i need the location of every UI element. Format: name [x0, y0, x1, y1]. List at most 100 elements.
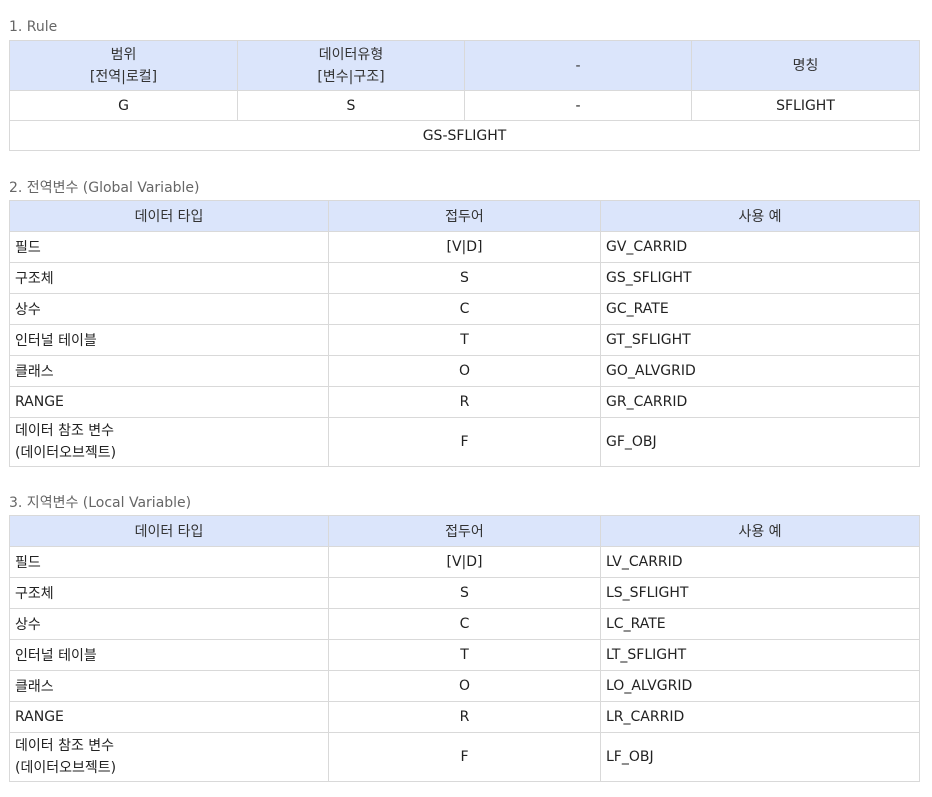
cell-data-type-line1: RANGE [15, 394, 64, 410]
table-row: 인터널 테이블 T LT_SFLIGHT [9, 639, 920, 671]
cell-example: LO_ALVGRID [600, 670, 920, 702]
table-row: 데이터 참조 변수 (데이터오브젝트) F GF_OBJ [9, 417, 920, 467]
cell-example: GO_ALVGRID [600, 355, 920, 387]
rule-header-dash: - [464, 40, 692, 91]
section-title-local: 3. 지역변수 (Local Variable) [9, 495, 192, 511]
cell-data-type-line1: 클래스 [15, 364, 54, 380]
cell-example: LV_CARRID [600, 546, 920, 578]
rule-header-row: 범위 [전역|로컬] 데이터유형 [변수|구조] - 명칭 [9, 40, 920, 91]
rule-header-datatype-line2: [변수|구조] [317, 68, 385, 85]
local-variable-table: 데이터 타입 접두어 사용 예 필드 [V|D] LV_CARRID 구조체 S LS_S… [9, 515, 920, 782]
cell-prefix: F [328, 417, 601, 467]
cell-example: GR_CARRID [600, 386, 920, 418]
cell-example: GC_RATE [600, 293, 920, 325]
table-row: 클래스 O LO_ALVGRID [9, 670, 920, 702]
rule-header-scope-line2: [전역|로컬] [89, 68, 158, 85]
cell-prefix: T [328, 639, 601, 671]
table-row: 구조체 S GS_SFLIGHT [9, 262, 920, 294]
rule-header-scope-line1: 범위 [110, 46, 137, 63]
table-row: 상수 C GC_RATE [9, 293, 920, 325]
table-row: 구조체 S LS_SFLIGHT [9, 577, 920, 609]
cell-prefix: O [328, 670, 601, 702]
cell-data-type: 데이터 참조 변수 (데이터오브젝트) [9, 417, 329, 467]
cell-example: LR_CARRID [600, 701, 920, 733]
rule-example-cell: GS-SFLIGHT [9, 120, 920, 151]
cell-example: GV_CARRID [600, 231, 920, 263]
rule-header-datatype: 데이터유형 [변수|구조] [237, 40, 465, 91]
cell-data-type: RANGE [9, 386, 329, 418]
cell-prefix: C [328, 293, 601, 325]
cell-data-type: 클래스 [9, 670, 329, 702]
cell-data-type: 필드 [9, 546, 329, 578]
cell-data-type: 인터널 테이블 [9, 324, 329, 356]
cell-data-type-line2: (데이터오브젝트) [15, 760, 117, 776]
cell-prefix: [V|D] [328, 231, 601, 263]
cell-data-type-line1: 상수 [15, 617, 41, 633]
rule-header-datatype-line1: 데이터유형 [318, 46, 384, 63]
cell-example: GS_SFLIGHT [600, 262, 920, 294]
global-header-prefix: 접두어 [328, 200, 601, 232]
cell-prefix: R [328, 386, 601, 418]
cell-data-type-line1: RANGE [15, 709, 64, 725]
cell-data-type-line1: 필드 [15, 240, 41, 256]
cell-data-type: 클래스 [9, 355, 329, 387]
local-header-example: 사용 예 [600, 515, 920, 547]
global-header-type: 데이터 타입 [9, 200, 329, 232]
rule-cell-datatype: S [237, 90, 465, 121]
rule-example-row: GS-SFLIGHT [9, 120, 920, 151]
cell-data-type: 구조체 [9, 577, 329, 609]
cell-data-type-line1: 구조체 [15, 586, 54, 602]
cell-prefix: R [328, 701, 601, 733]
rule-cell-dash: - [464, 90, 692, 121]
cell-data-type-line1: 인터널 테이블 [15, 333, 97, 349]
table-row: 인터널 테이블 T GT_SFLIGHT [9, 324, 920, 356]
table-row: 상수 C LC_RATE [9, 608, 920, 640]
cell-data-type: RANGE [9, 701, 329, 733]
cell-prefix: [V|D] [328, 546, 601, 578]
cell-data-type: 인터널 테이블 [9, 639, 329, 671]
table-row: 필드 [V|D] LV_CARRID [9, 546, 920, 578]
cell-example: LT_SFLIGHT [600, 639, 920, 671]
cell-prefix: O [328, 355, 601, 387]
rule-cell-name: SFLIGHT [691, 90, 920, 121]
table-row: 클래스 O GO_ALVGRID [9, 355, 920, 387]
rule-table: 범위 [전역|로컬] 데이터유형 [변수|구조] - 명칭 G S - SFLI… [9, 40, 920, 151]
cell-prefix: C [328, 608, 601, 640]
rule-header-name: 명칭 [691, 40, 920, 91]
rule-cell-scope: G [9, 90, 238, 121]
cell-example: LC_RATE [600, 608, 920, 640]
cell-data-type-line2: (데이터오브젝트) [15, 445, 117, 461]
cell-data-type-line1: 클래스 [15, 679, 54, 695]
table-row: RANGE R GR_CARRID [9, 386, 920, 418]
cell-example: LF_OBJ [600, 732, 920, 782]
cell-data-type-line1: 상수 [15, 302, 41, 318]
cell-data-type: 상수 [9, 293, 329, 325]
cell-example: LS_SFLIGHT [600, 577, 920, 609]
cell-prefix: S [328, 577, 601, 609]
cell-example: GT_SFLIGHT [600, 324, 920, 356]
section-title-rule: 1. Rule [9, 19, 58, 35]
cell-data-type: 데이터 참조 변수 (데이터오브젝트) [9, 732, 329, 782]
table-row: RANGE R LR_CARRID [9, 701, 920, 733]
rule-header-scope: 범위 [전역|로컬] [9, 40, 238, 91]
table-row: 필드 [V|D] GV_CARRID [9, 231, 920, 263]
local-header-prefix: 접두어 [328, 515, 601, 547]
section-title-global: 2. 전역변수 (Global Variable) [9, 180, 200, 196]
cell-data-type: 상수 [9, 608, 329, 640]
cell-data-type: 필드 [9, 231, 329, 263]
cell-data-type-line1: 필드 [15, 555, 41, 571]
table-row: 데이터 참조 변수 (데이터오브젝트) F LF_OBJ [9, 732, 920, 782]
cell-data-type-line1: 데이터 참조 변수 [15, 423, 115, 439]
cell-data-type-line1: 구조체 [15, 271, 54, 287]
global-header-example: 사용 예 [600, 200, 920, 232]
cell-data-type-line1: 인터널 테이블 [15, 648, 97, 664]
cell-example: GF_OBJ [600, 417, 920, 467]
cell-prefix: S [328, 262, 601, 294]
global-header-row: 데이터 타입 접두어 사용 예 [9, 200, 920, 232]
cell-data-type: 구조체 [9, 262, 329, 294]
cell-prefix: F [328, 732, 601, 782]
global-variable-table: 데이터 타입 접두어 사용 예 필드 [V|D] GV_CARRID 구조체 S GS_S… [9, 200, 920, 467]
cell-prefix: T [328, 324, 601, 356]
local-header-type: 데이터 타입 [9, 515, 329, 547]
